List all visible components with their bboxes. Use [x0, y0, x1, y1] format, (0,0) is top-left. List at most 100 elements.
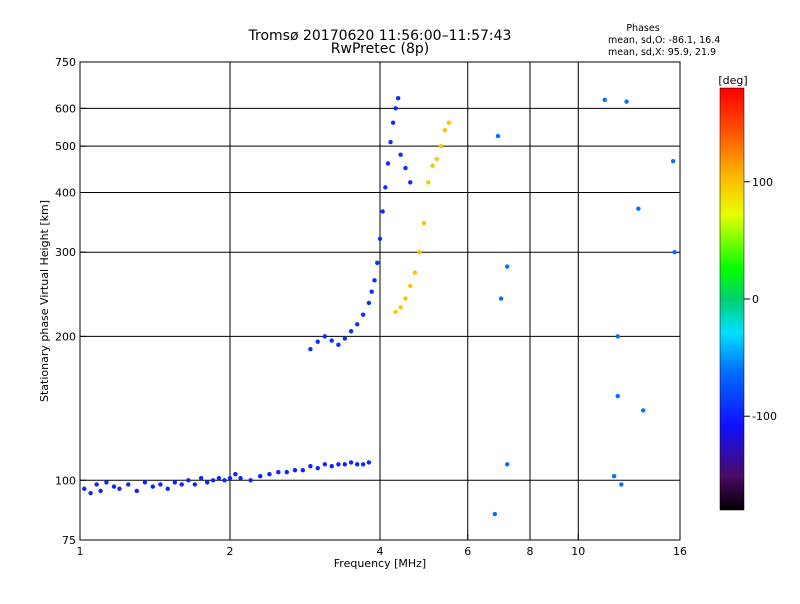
data-point [504, 264, 510, 269]
data-point [204, 480, 210, 485]
data-point [380, 209, 385, 214]
data-point [408, 283, 413, 289]
data-point [94, 482, 99, 487]
data-point [104, 480, 109, 485]
data-point [383, 185, 388, 190]
x-tick-label: 16 [673, 545, 687, 558]
colorbar-tick-label: 100 [752, 176, 773, 189]
y-axis-label: Stationary phase Virtual Height [km] [38, 200, 51, 402]
data-point [315, 465, 320, 471]
data-point [375, 260, 380, 266]
data-point [492, 511, 498, 517]
data-point [393, 106, 398, 111]
y-tick-label: 200 [55, 330, 76, 343]
legend-line-x: mean, sd,X: 95.9, 21.9 [608, 47, 716, 58]
y-tick-label: 600 [55, 102, 76, 115]
colorbar-tick-layer: 100 0 -100 [744, 176, 777, 423]
data-point [238, 476, 243, 481]
x-axis-label: Frequency [MHz] [334, 557, 426, 570]
chart-title: Tromsø 20170620 11:56:00–11:57:43 [248, 28, 512, 44]
data-point [292, 467, 298, 473]
data-point [393, 309, 398, 315]
data-point [342, 462, 348, 467]
data-point [408, 180, 413, 185]
y-tick-label: 500 [55, 140, 76, 153]
data-point [222, 478, 227, 483]
data-point [366, 460, 372, 465]
data-point [158, 482, 163, 487]
data-point [611, 473, 617, 479]
chart-subtitle: RwPretec (8p) [331, 41, 429, 57]
data-point [434, 156, 439, 162]
data-point [636, 206, 641, 211]
data-point [276, 469, 281, 475]
colorbar-tick-label: 0 [752, 293, 759, 306]
data-point [98, 488, 103, 494]
data-point [504, 462, 510, 467]
y-tick-label: 750 [55, 56, 76, 69]
data-point [670, 159, 676, 164]
x-tick-label: 1 [77, 545, 84, 558]
data-point [336, 342, 341, 348]
data-point [619, 482, 624, 487]
data-point [442, 127, 448, 133]
y-tick-label: 400 [55, 186, 76, 199]
legend-title: Phases [626, 23, 659, 34]
x-tick-layer: 1 2 4 6 8 10 16 [77, 534, 687, 558]
data-point [284, 469, 289, 475]
data-point [82, 486, 87, 491]
y-tick-label: 100 [55, 474, 76, 487]
data-point [430, 163, 435, 168]
data-point [134, 488, 139, 494]
data-point [360, 312, 366, 317]
colorbar [719, 87, 745, 511]
data-point [88, 490, 93, 496]
data-point [336, 462, 341, 467]
data-points-layer [82, 95, 677, 517]
data-point [438, 143, 444, 149]
y-tick-layer: 75 100 200 300 400 500 600 750 [55, 56, 86, 547]
data-point [395, 95, 401, 101]
data-point [602, 97, 607, 103]
data-point [377, 236, 383, 242]
data-point [172, 480, 178, 485]
data-point [412, 270, 418, 275]
data-point [372, 278, 377, 283]
data-point [329, 338, 334, 343]
data-point [165, 486, 170, 491]
data-point [142, 480, 148, 485]
data-point [248, 478, 253, 483]
data-point [322, 334, 328, 339]
data-point [210, 478, 216, 483]
data-point [186, 478, 191, 483]
data-point [348, 460, 354, 465]
x-tick-label: 2 [227, 545, 234, 558]
colorbar-tick-label: -100 [752, 410, 777, 423]
data-point [300, 467, 306, 473]
data-point [315, 339, 320, 344]
data-point [198, 476, 204, 481]
colorbar-label: [deg] [718, 74, 747, 87]
data-point [366, 300, 372, 306]
data-point [111, 484, 117, 489]
x-tick-label: 10 [571, 545, 585, 558]
legend-line-o: mean, sd,O: -86.1, 16.4 [608, 35, 720, 46]
data-point [192, 482, 198, 487]
data-point [417, 250, 422, 255]
data-point [615, 393, 620, 399]
data-point [390, 120, 396, 125]
data-point [354, 462, 360, 467]
data-point [624, 99, 629, 104]
data-point [233, 471, 238, 477]
data-point [672, 250, 677, 255]
data-point [498, 296, 504, 301]
data-point [342, 336, 348, 341]
data-point [308, 464, 313, 469]
data-point [446, 120, 452, 125]
data-point [258, 473, 263, 479]
data-point [398, 152, 403, 157]
grid-layer [80, 62, 680, 540]
data-point [267, 471, 272, 477]
x-tick-label: 6 [464, 545, 471, 558]
